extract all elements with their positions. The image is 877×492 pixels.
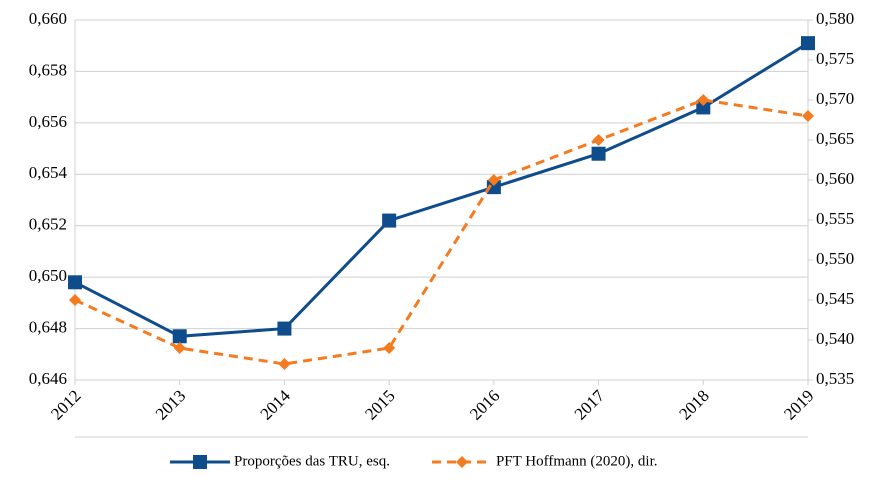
y-tick-label: 0,652 xyxy=(29,215,67,234)
y-tick-label: 0,648 xyxy=(29,317,67,336)
y2-tick-label: 0,555 xyxy=(816,209,854,228)
y-tick-label: 0,660 xyxy=(29,9,67,28)
x-tick-label: 2016 xyxy=(466,386,503,423)
legend-label: PFT Hoffmann (2020), dir. xyxy=(496,453,658,469)
series-marker xyxy=(486,180,501,195)
y-tick-label: 0,658 xyxy=(29,60,67,79)
legend-marker xyxy=(455,456,468,468)
y2-tick-label: 0,565 xyxy=(816,129,854,148)
x-tick-label: 2013 xyxy=(152,386,189,423)
x-tick-label: 2018 xyxy=(675,386,712,423)
y2-tick-label: 0,580 xyxy=(816,9,854,28)
series-marker xyxy=(383,342,396,354)
y-tick-label: 0,650 xyxy=(29,266,67,285)
series-marker xyxy=(592,134,605,146)
series-marker xyxy=(382,213,397,228)
y-tick-label: 0,656 xyxy=(29,112,67,131)
series-line xyxy=(74,41,809,338)
series-marker xyxy=(278,358,291,370)
series-marker xyxy=(172,329,187,344)
series-marker xyxy=(802,110,814,122)
series-marker xyxy=(487,174,500,186)
series-marker xyxy=(801,36,815,51)
legend-label: Proporções das TRU, esq. xyxy=(234,453,390,469)
x-tick-label: 2014 xyxy=(257,386,295,424)
legend-marker xyxy=(193,455,207,469)
series-marker xyxy=(696,100,711,115)
x-tick-label: 2019 xyxy=(780,386,817,423)
y2-tick-label: 0,560 xyxy=(816,169,854,188)
x-tick-label: 2015 xyxy=(361,386,398,423)
series-line xyxy=(74,98,809,366)
series-marker xyxy=(173,342,186,354)
y2-tick-label: 0,550 xyxy=(816,249,854,268)
x-tick-label: 2017 xyxy=(571,386,609,424)
y2-tick-label: 0,540 xyxy=(816,329,854,348)
series-marker xyxy=(591,146,606,161)
y2-tick-label: 0,545 xyxy=(816,289,854,308)
y-tick-label: 0,654 xyxy=(29,163,68,182)
series-marker xyxy=(69,294,81,306)
y2-tick-label: 0,535 xyxy=(816,369,854,388)
series-marker xyxy=(697,94,710,106)
y2-tick-label: 0,570 xyxy=(816,89,854,108)
series-marker xyxy=(277,321,292,336)
series-marker xyxy=(68,275,82,290)
x-tick-label: 2012 xyxy=(47,386,84,423)
y-tick-label: 0,646 xyxy=(29,369,67,388)
y2-tick-label: 0,575 xyxy=(816,49,854,68)
